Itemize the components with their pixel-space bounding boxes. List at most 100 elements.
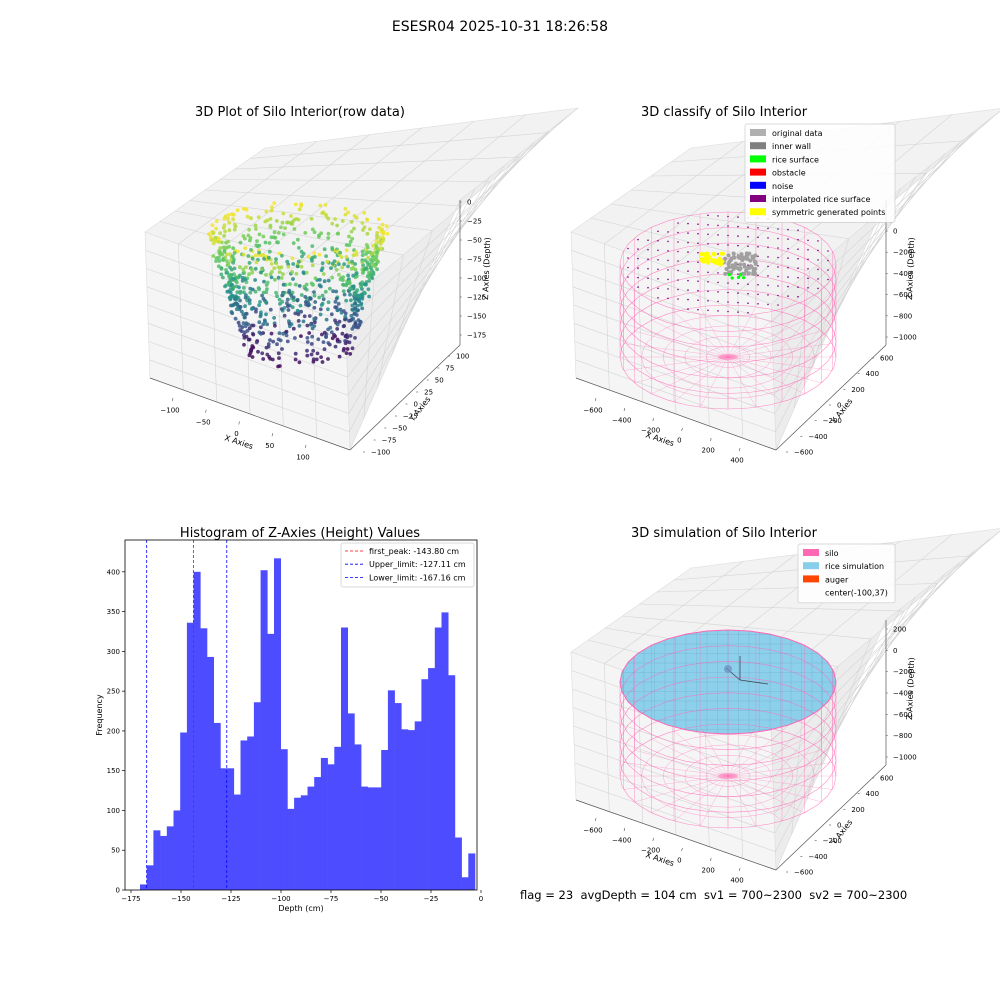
point-cloud-dot: [334, 296, 339, 301]
interpolated-surface-dot: [737, 282, 739, 285]
silo-floor-spoke: [651, 320, 729, 358]
point-cloud-dot: [335, 337, 340, 342]
point-cloud-dot: [371, 243, 375, 248]
simulation-z-axis-label: Z Axies (Depth): [905, 657, 916, 720]
y-tick-label: 200: [107, 727, 120, 735]
interpolated-surface-dot: [717, 310, 719, 312]
point-cloud-dot: [243, 277, 248, 282]
silo-floor-spoke: [727, 775, 805, 813]
silo-floor-ring: [706, 765, 750, 787]
point-cloud-dot: [317, 295, 322, 300]
silo-floor-spoke: [727, 343, 833, 358]
interpolated-surface-dot: [667, 288, 669, 290]
grid-line: [219, 179, 492, 294]
point-cloud-dot: [225, 263, 230, 268]
classify-legend-label: symmetric generated points: [772, 208, 885, 217]
point-cloud-dot: [280, 253, 284, 258]
point-cloud-dot: [223, 229, 228, 234]
interpolated-surface-dot: [777, 256, 779, 259]
point-cloud-dot: [354, 216, 359, 220]
original-data-dot: [753, 253, 758, 258]
silo-floor-spoke: [673, 356, 729, 403]
grid-line: [147, 165, 505, 396]
point-cloud-dot: [279, 225, 283, 230]
point-cloud-dot: [244, 265, 248, 269]
classify-legend-swatch: [750, 142, 766, 150]
point-cloud-dot: [359, 302, 363, 307]
point-cloud-dot: [343, 314, 348, 319]
histogram-bar: [394, 703, 402, 890]
interpolated-surface-dot: [787, 276, 789, 278]
silo-floor-spoke: [727, 749, 822, 777]
interpolated-surface-dot: [667, 278, 669, 281]
point-cloud-dot: [348, 292, 352, 297]
point-cloud-dot: [326, 307, 330, 312]
point-cloud-dot: [241, 252, 246, 257]
point-cloud-dot: [277, 297, 282, 302]
point-cloud-dot: [305, 348, 309, 353]
point-cloud-dot: [297, 360, 302, 365]
point-cloud-dot: [234, 307, 239, 312]
point-cloud-dot: [257, 243, 262, 248]
classify-z-tick-label: −1000: [893, 334, 917, 342]
point-cloud-dot: [289, 322, 294, 326]
point-cloud-dot: [301, 319, 306, 324]
point-cloud-dot: [330, 261, 335, 266]
point-cloud-dot: [264, 283, 269, 287]
point-cloud-dot: [328, 325, 333, 330]
interpolated-surface-dot: [667, 240, 669, 243]
grid-line: [146, 142, 535, 360]
point-cloud-dot: [240, 279, 245, 283]
point-cloud-dot: [276, 351, 281, 356]
point-cloud-dot: [313, 255, 317, 259]
point-cloud-dot: [299, 309, 303, 314]
interpolated-surface-dot: [687, 251, 689, 253]
interpolated-surface-dot: [707, 309, 709, 312]
point-cloud-dot: [273, 235, 278, 240]
interpolated-surface-dot: [797, 267, 799, 270]
interpolated-surface-dot: [787, 266, 789, 269]
point-cloud-dot: [260, 351, 265, 356]
point-cloud-dot: [281, 211, 286, 216]
point-cloud-dot: [254, 243, 259, 248]
classify-x-tick-label: 200: [702, 447, 715, 455]
classify-legend-label: noise: [772, 182, 793, 191]
interpolated-surface-dot: [627, 266, 629, 269]
interpolated-surface-dot: [677, 222, 679, 224]
classify-x-tick-label: −400: [612, 417, 631, 425]
original-data-dot: [751, 271, 756, 276]
point-cloud-dot: [374, 254, 379, 259]
point-cloud-dot: [291, 326, 296, 331]
raw-z-tick-label: −50: [467, 237, 482, 245]
point-cloud-dot: [208, 235, 213, 240]
point-cloud-dot: [348, 334, 353, 338]
interpolated-surface-dot: [817, 268, 819, 271]
original-data-dot: [737, 267, 742, 272]
grid-line: [622, 615, 872, 764]
point-cloud-dot: [274, 290, 278, 295]
interpolated-surface-dot: [757, 265, 759, 267]
point-cloud-dot: [337, 354, 342, 359]
point-cloud-dot: [349, 313, 354, 318]
point-cloud-dot: [224, 259, 229, 263]
raw-point-cloud: [207, 201, 390, 369]
point-cloud-dot: [249, 349, 254, 353]
point-cloud-dot: [304, 282, 309, 287]
point-cloud-dot: [210, 223, 215, 228]
silo-floor-spoke: [673, 311, 729, 358]
point-cloud-dot: [273, 277, 277, 282]
point-cloud-dot: [298, 303, 303, 308]
interpolated-surface-dot: [797, 295, 799, 298]
raw-y-tick-label: −25: [403, 413, 418, 421]
histogram-bar: [361, 786, 369, 890]
point-cloud-dot: [341, 324, 346, 329]
y-tick-label: 400: [107, 568, 120, 576]
histogram-bars: [140, 558, 476, 890]
grid-line: [159, 221, 375, 419]
point-cloud-dot: [347, 234, 351, 239]
point-cloud-dot: [315, 351, 320, 356]
point-cloud-dot: [326, 341, 331, 345]
interpolated-surface-dot: [637, 286, 639, 288]
interpolated-surface-dot: [807, 277, 809, 280]
